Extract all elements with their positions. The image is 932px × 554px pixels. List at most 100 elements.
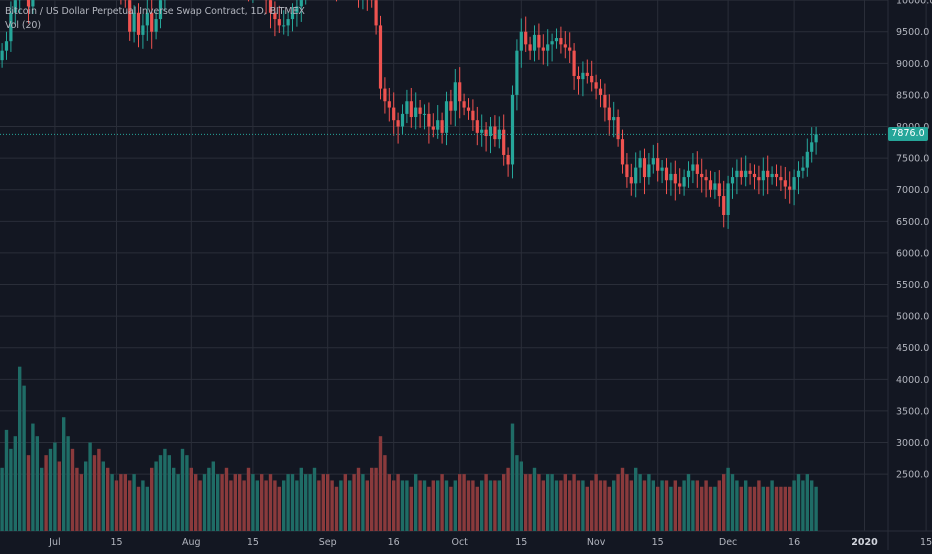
volume-bar xyxy=(106,468,109,531)
volume-bar xyxy=(80,474,83,531)
candle-body xyxy=(775,174,778,177)
volume-bar xyxy=(326,474,329,531)
price-tick-label: 3500.0 xyxy=(896,406,929,417)
volume-bar xyxy=(44,455,47,531)
volume-indicator-label[interactable]: Vol (20) xyxy=(5,19,305,33)
volume-bar xyxy=(555,480,558,531)
volume-bar xyxy=(66,436,69,531)
volume-bar xyxy=(722,474,725,531)
date-tick-label: Aug xyxy=(182,537,201,548)
volume-bar xyxy=(630,480,633,531)
volume-bar xyxy=(22,386,25,531)
candle-body xyxy=(687,171,690,177)
volume-bar xyxy=(788,487,791,531)
volume-bar xyxy=(229,480,232,531)
volume-bar xyxy=(744,480,747,531)
candle-body xyxy=(564,44,567,47)
volume-bar xyxy=(713,487,716,531)
volume-bar xyxy=(132,474,135,531)
volume-bar xyxy=(581,480,584,531)
volume-bar xyxy=(62,417,65,531)
volume-bar xyxy=(40,468,43,531)
candle-body xyxy=(678,183,681,186)
volume-bar xyxy=(797,474,800,531)
symbol-title[interactable]: Bitcoin / US Dollar Perpetual Inverse Sw… xyxy=(5,5,305,19)
volume-bar xyxy=(709,487,712,531)
price-tick-label: 10000.0 xyxy=(896,0,932,7)
volume-bar xyxy=(410,487,413,531)
volume-bar xyxy=(269,474,272,531)
volume-bar xyxy=(203,474,206,531)
candle-body xyxy=(524,32,527,45)
volume-bar xyxy=(110,474,113,531)
candle-body xyxy=(1,51,4,60)
candle-body xyxy=(476,120,479,133)
volume-bar xyxy=(295,480,298,531)
candle-body xyxy=(718,183,721,196)
candle-body xyxy=(392,108,395,121)
volume-bar xyxy=(498,480,501,531)
candle-body xyxy=(529,44,532,50)
volume-bar xyxy=(621,468,624,531)
volume-bar xyxy=(792,480,795,531)
candle-body xyxy=(590,76,593,82)
candle-body xyxy=(612,117,615,120)
candle-body xyxy=(674,174,677,183)
volume-bar xyxy=(489,480,492,531)
candle-body xyxy=(568,48,571,51)
volume-bar xyxy=(119,474,122,531)
volume-bar xyxy=(480,480,483,531)
volume-bar xyxy=(58,461,61,531)
volume-bar xyxy=(141,480,144,531)
volume-bar xyxy=(515,455,518,531)
candle-body xyxy=(630,177,633,183)
candle-body xyxy=(410,101,413,117)
volume-bar xyxy=(814,487,817,531)
volume-bar xyxy=(753,487,756,531)
date-tick-label: Dec xyxy=(719,537,737,548)
volume-bar xyxy=(608,487,611,531)
candle-body xyxy=(744,171,747,177)
volume-bar xyxy=(128,480,131,531)
volume-bar xyxy=(559,480,562,531)
candle-body xyxy=(771,174,774,177)
volume-bar xyxy=(700,487,703,531)
volume-bar xyxy=(678,487,681,531)
volume-bar xyxy=(471,480,474,531)
candle-body xyxy=(801,168,804,171)
volume-bar xyxy=(467,480,470,531)
price-tick-label: 7500.0 xyxy=(896,154,929,165)
volume-bar xyxy=(638,474,641,531)
volume-bar xyxy=(392,480,395,531)
volume-bar xyxy=(5,430,8,531)
volume-bar xyxy=(185,455,188,531)
volume-bar xyxy=(564,474,567,531)
volume-bar xyxy=(97,449,100,531)
volume-bar xyxy=(115,480,118,531)
candle-body xyxy=(652,158,655,164)
price-tick-label: 3000.0 xyxy=(896,438,929,449)
candle-body xyxy=(727,183,730,215)
volume-bar xyxy=(88,443,91,531)
candle-body xyxy=(793,177,796,190)
volume-bar xyxy=(176,474,179,531)
volume-bar xyxy=(634,468,637,531)
candle-body xyxy=(766,171,769,177)
candle-body xyxy=(573,51,576,76)
candle-body xyxy=(441,120,444,133)
candle-body xyxy=(661,168,664,171)
candle-body xyxy=(779,177,782,180)
volume-bar xyxy=(770,480,773,531)
candle-body xyxy=(705,177,708,180)
volume-bar xyxy=(49,449,52,531)
candle-body xyxy=(656,158,659,171)
volume-bar xyxy=(242,480,245,531)
volume-bar xyxy=(251,474,254,531)
candle-body xyxy=(555,38,558,41)
last-price-tag: 7876.0 xyxy=(888,127,928,141)
volume-bar xyxy=(27,455,30,531)
date-tick-label: 16 xyxy=(788,537,800,548)
